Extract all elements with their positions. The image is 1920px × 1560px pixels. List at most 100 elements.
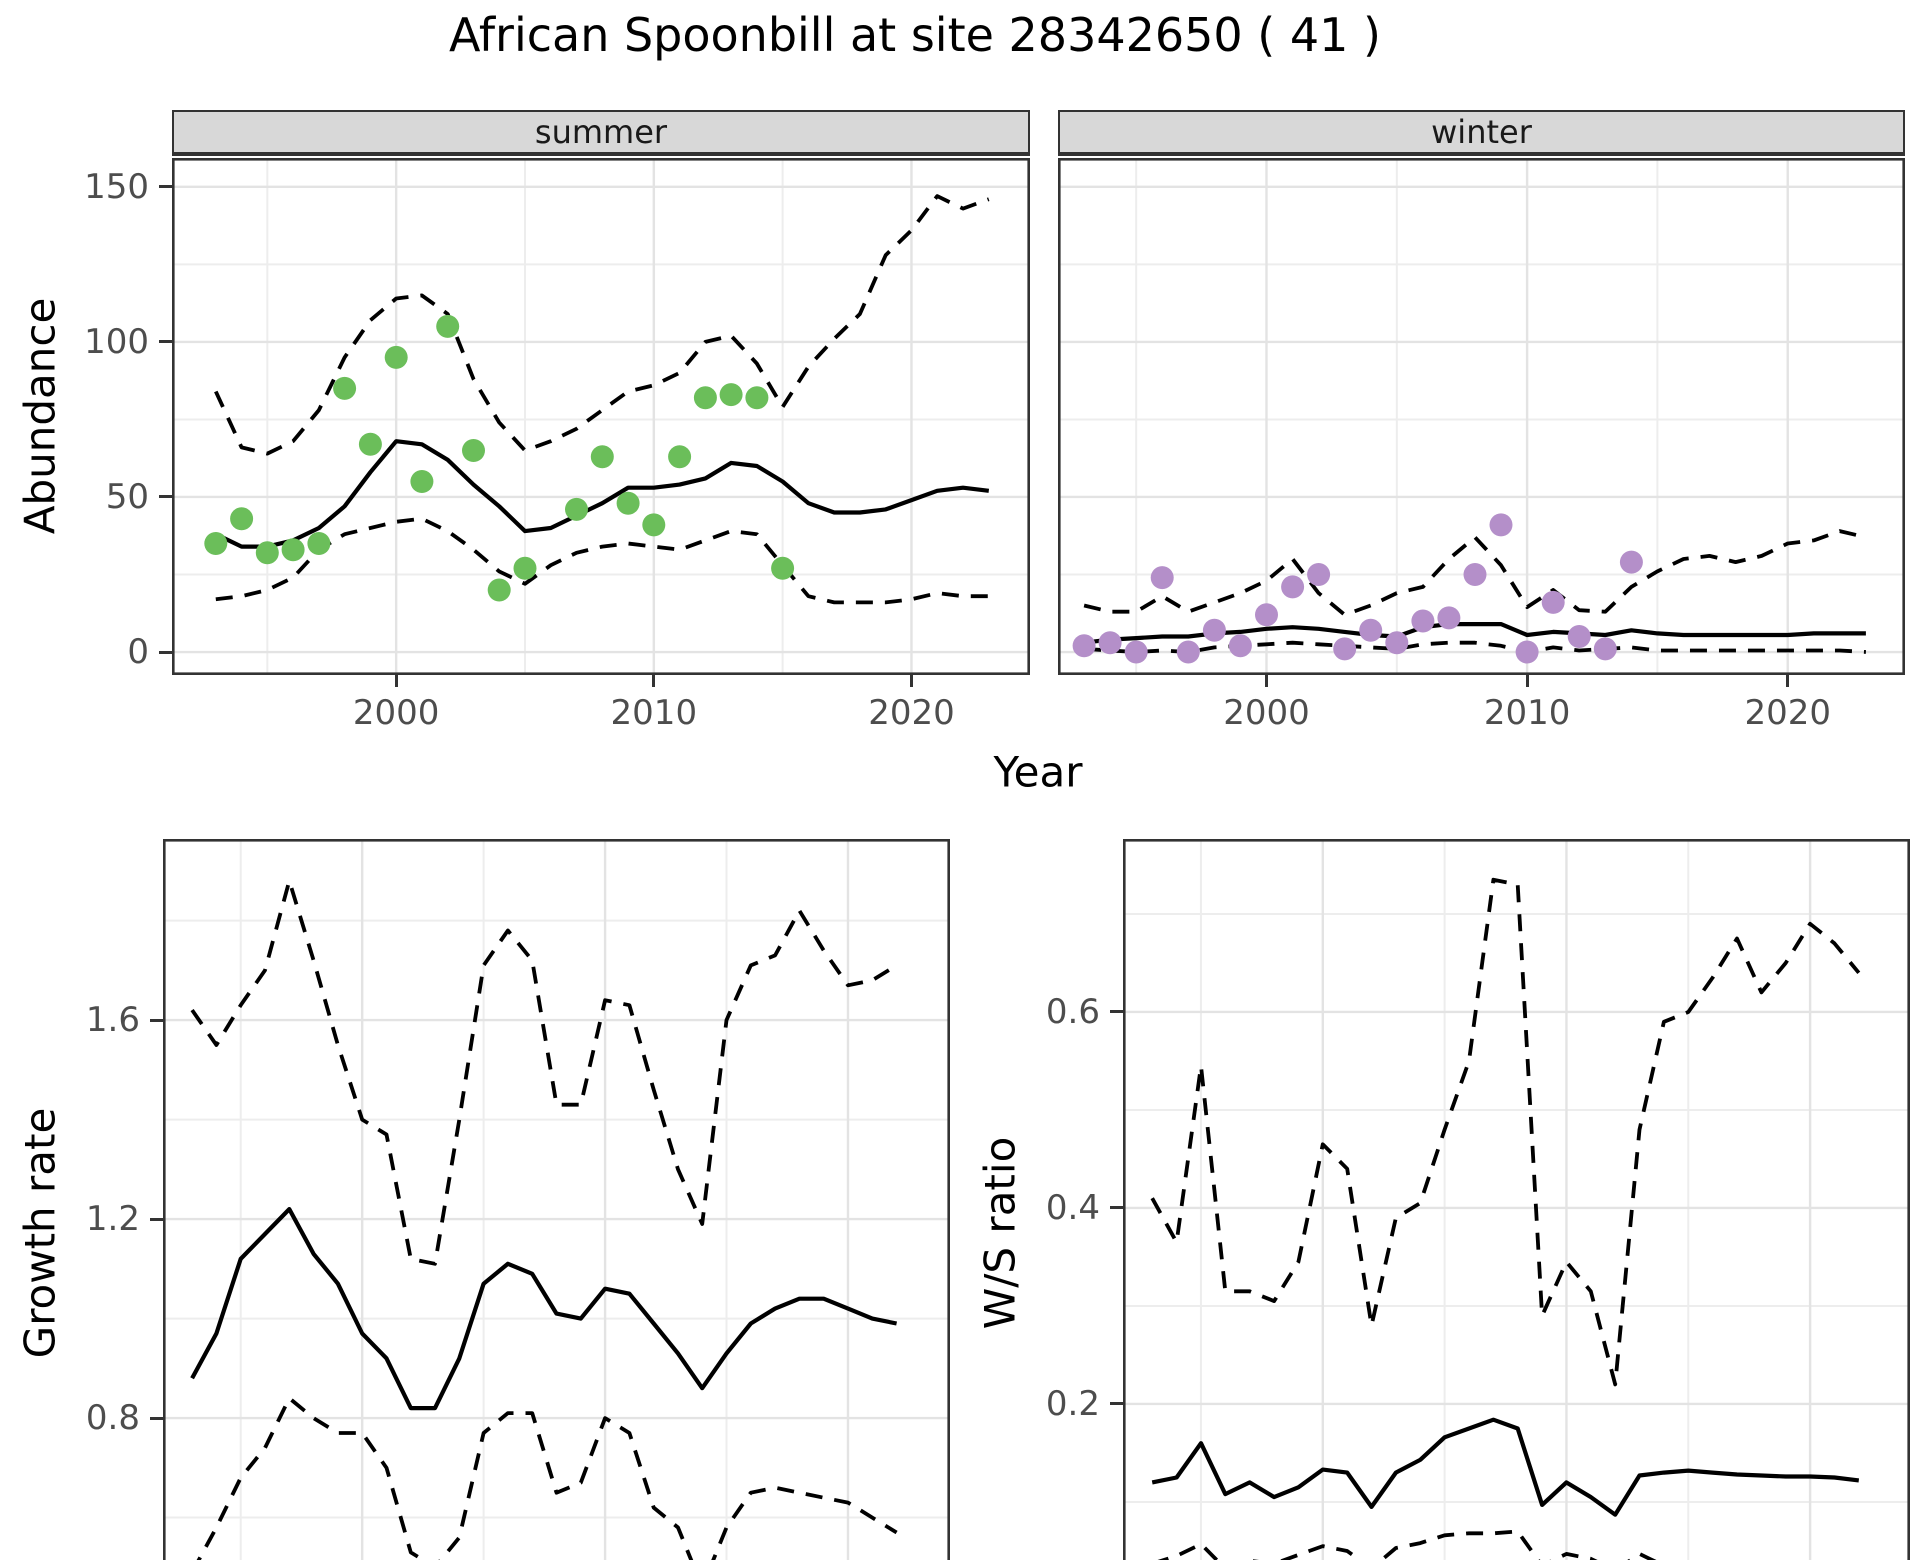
data-point-summer xyxy=(358,432,382,456)
data-point-summer xyxy=(487,578,511,602)
series-upper95-winter xyxy=(1083,529,1867,617)
x-tick-label: 2020 xyxy=(868,693,955,733)
y-tick-mark xyxy=(1110,1010,1123,1014)
data-point-winter xyxy=(1176,640,1200,664)
panel-summer xyxy=(172,158,1030,675)
series-upper95-ws xyxy=(1150,877,1861,1387)
y-tick-label: 0 xyxy=(127,632,149,673)
data-point-winter xyxy=(1202,618,1226,642)
y-tick-label: 0.4 xyxy=(1045,1187,1100,1228)
data-point-winter xyxy=(1463,563,1487,586)
x-tick-mark xyxy=(394,675,398,687)
data-point-winter xyxy=(1593,637,1617,661)
panel-ws xyxy=(1123,839,1910,1560)
data-point-summer xyxy=(307,532,331,555)
y-tick-mark xyxy=(1110,1402,1123,1406)
y-tick-label: 1.2 xyxy=(85,1199,140,1240)
figure-title: African Spoonbill at site 28342650 ( 41 … xyxy=(449,8,1381,62)
data-point-summer xyxy=(410,470,434,493)
y-tick-mark xyxy=(159,185,172,189)
series-lower95-winter xyxy=(1083,640,1867,654)
x-tick-mark xyxy=(909,675,913,687)
data-point-winter xyxy=(1437,606,1461,630)
data-point-winter xyxy=(1098,631,1122,655)
y-tick-label: 150 xyxy=(84,166,149,207)
panel-border xyxy=(1058,158,1905,675)
data-point-summer xyxy=(771,556,795,580)
y-tick-label: 1.6 xyxy=(85,1000,140,1041)
facet-strip-summer: summer xyxy=(172,110,1030,156)
data-point-winter xyxy=(1515,640,1539,664)
data-point-winter xyxy=(1541,590,1565,614)
y-tick-mark xyxy=(159,650,172,654)
data-point-summer xyxy=(513,556,537,580)
data-point-summer xyxy=(462,439,485,462)
data-point-winter xyxy=(1567,625,1591,648)
y-tick-mark xyxy=(1110,1206,1123,1210)
data-point-summer xyxy=(333,376,357,400)
x-tick-label: 2010 xyxy=(1483,693,1571,733)
x-tick-mark xyxy=(1786,675,1790,687)
data-point-summer xyxy=(745,386,769,410)
panel-border xyxy=(172,158,1030,675)
panel-border xyxy=(163,839,950,1560)
data-point-summer xyxy=(230,507,254,531)
data-point-summer xyxy=(642,513,666,537)
data-point-winter xyxy=(1489,513,1513,537)
y-tick-mark xyxy=(150,1416,163,1420)
series-upper95-growth xyxy=(190,878,898,1266)
data-point-summer xyxy=(255,541,279,565)
series-lower95-summer xyxy=(215,516,989,605)
data-point-winter xyxy=(1385,631,1409,655)
axis-title-year-top: Year xyxy=(993,747,1083,797)
data-point-winter xyxy=(1307,563,1331,586)
y-tick-label: 50 xyxy=(105,476,149,517)
series-lower95-growth xyxy=(196,1396,898,1560)
y-tick-label: 0.6 xyxy=(1045,991,1100,1032)
data-point-winter xyxy=(1072,634,1096,658)
facet-strip-summer-label: summer xyxy=(534,113,668,151)
facet-strip-winter-label: winter xyxy=(1431,113,1532,151)
x-tick-mark xyxy=(652,675,656,687)
x-tick-mark xyxy=(1525,675,1529,687)
panel-border xyxy=(1123,839,1910,1560)
data-point-winter xyxy=(1255,603,1278,627)
series-mean-ws xyxy=(1151,1417,1860,1517)
data-point-winter xyxy=(1619,550,1643,574)
y-tick-label: 0.2 xyxy=(1045,1383,1100,1424)
data-point-summer xyxy=(616,491,640,515)
x-tick-label: 2010 xyxy=(610,693,698,733)
x-tick-label: 2000 xyxy=(1223,693,1310,733)
axis-title-ws-ratio: W/S ratio xyxy=(975,1136,1025,1330)
panel-winter xyxy=(1058,158,1905,675)
data-point-winter xyxy=(1411,609,1435,633)
data-point-summer xyxy=(719,383,743,407)
y-tick-mark xyxy=(159,495,172,499)
data-point-winter xyxy=(1150,566,1174,590)
data-point-winter xyxy=(1359,618,1383,642)
data-point-winter xyxy=(1228,634,1252,658)
series-mean-growth xyxy=(190,1207,898,1411)
y-tick-mark xyxy=(150,1018,163,1022)
series-upper95-summer xyxy=(214,194,990,456)
data-point-summer xyxy=(281,538,305,562)
y-tick-label: 0.8 xyxy=(85,1398,140,1439)
data-point-summer xyxy=(668,445,692,469)
data-point-summer xyxy=(565,497,588,521)
y-tick-mark xyxy=(150,1217,163,1221)
y-tick-label: 100 xyxy=(84,321,149,362)
data-point-summer xyxy=(436,314,460,338)
series-lower95-ws xyxy=(1157,1529,1657,1560)
x-tick-label: 2000 xyxy=(352,693,440,733)
facet-strip-winter: winter xyxy=(1058,110,1905,156)
data-point-summer xyxy=(693,386,717,410)
data-point-summer xyxy=(204,532,228,555)
data-point-winter xyxy=(1281,575,1305,599)
data-point-winter xyxy=(1333,637,1357,661)
data-point-summer xyxy=(384,345,408,369)
data-point-summer xyxy=(590,445,614,469)
y-tick-mark xyxy=(159,340,172,344)
panel-growth xyxy=(163,839,950,1560)
x-tick-label: 2020 xyxy=(1744,693,1831,733)
